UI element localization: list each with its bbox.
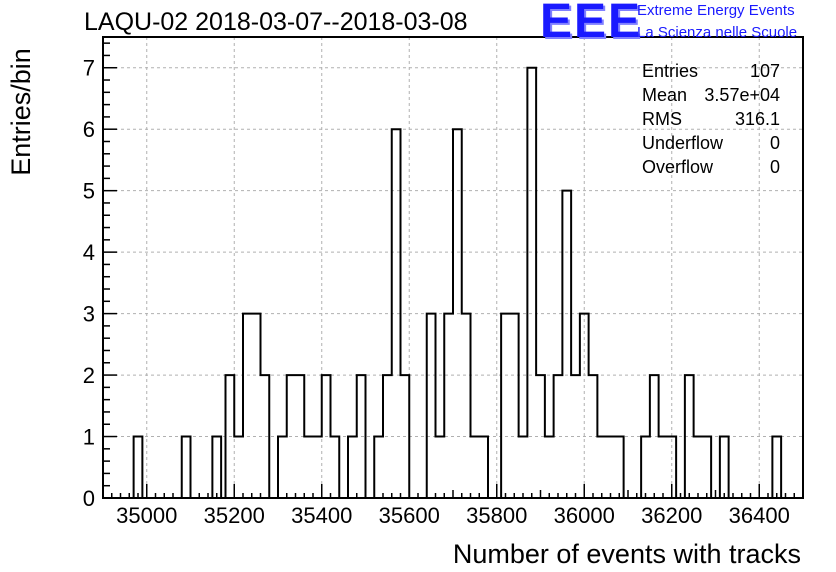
logo-letters: EEE (540, 0, 643, 48)
stat-value: 107 (749, 61, 780, 81)
logo-line1: Extreme Energy Events (637, 2, 795, 19)
stat-label: RMS (642, 109, 682, 129)
y-tick-label: 4 (83, 240, 95, 265)
y-tick-label: 3 (83, 302, 95, 327)
x-tick-label: 36200 (641, 503, 702, 528)
stat-row-entries: Entries 107 (642, 59, 780, 83)
stat-value: 0 (769, 133, 780, 153)
stat-row-underflow: Underflow 0 (642, 131, 780, 155)
y-tick-label: 1 (83, 425, 95, 450)
stat-label: Entries (642, 61, 699, 81)
y-axis-title: Entries/bin (6, 48, 36, 176)
stat-row-mean: Mean 3.57e+04 (642, 83, 780, 107)
x-axis-title: Number of events with tracks (453, 539, 801, 569)
stat-label: Mean (642, 85, 688, 105)
axes (102, 36, 804, 499)
page-title: LAQU-02 2018-03-07--2018-03-08 (84, 8, 468, 36)
x-tick-labels: 35000 35200 35400 35600 35800 36000 36200 36400 (116, 503, 790, 528)
y-tick-label: 6 (83, 117, 95, 142)
stat-value: 0 (769, 157, 780, 177)
logo-line2: La Scienza nelle Scuole (637, 24, 798, 41)
eee-logo: EEE Extreme Energy Events La Scienza nel… (540, 0, 836, 48)
x-tick-label: 36000 (554, 503, 615, 528)
stat-value: 316.1 (734, 109, 780, 129)
x-tick-label: 36400 (729, 503, 790, 528)
stat-label: Underflow (642, 133, 724, 153)
x-tick-label: 35000 (116, 503, 177, 528)
stats-box: Entries 107 Mean 3.57e+04 RMS 316.1 Unde… (642, 59, 780, 179)
x-tick-label: 35400 (291, 503, 352, 528)
stat-label: Overflow (642, 157, 714, 177)
y-tick-labels: 0 1 2 3 4 5 6 7 (83, 56, 95, 511)
y-tick-label: 0 (83, 486, 95, 511)
x-tick-label: 35800 (466, 503, 527, 528)
x-tick-label: 35600 (379, 503, 440, 528)
stat-value: 3.57e+04 (704, 85, 780, 105)
y-tick-label: 2 (83, 363, 95, 388)
y-tick-label: 5 (83, 179, 95, 204)
stat-row-overflow: Overflow 0 (642, 155, 780, 179)
y-tick-label: 7 (83, 56, 95, 81)
stat-row-rms: RMS 316.1 (642, 107, 780, 131)
x-tick-label: 35200 (204, 503, 265, 528)
